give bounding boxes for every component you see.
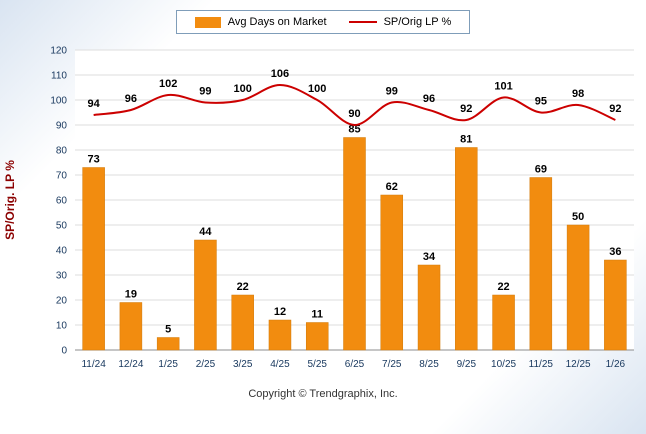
bar-value-label: 69 bbox=[535, 164, 547, 176]
line-value-label: 99 bbox=[199, 86, 211, 98]
line-value-label: 98 bbox=[572, 88, 584, 100]
y-tick-label: 60 bbox=[56, 196, 68, 207]
line-value-label: 102 bbox=[159, 78, 177, 90]
bar bbox=[268, 319, 292, 351]
line-value-label: 90 bbox=[348, 108, 360, 120]
x-tick-label: 8/25 bbox=[419, 359, 439, 370]
line-value-label: 100 bbox=[234, 83, 252, 95]
bar bbox=[156, 337, 180, 351]
bar bbox=[380, 194, 404, 351]
legend-bar-label: Avg Days on Market bbox=[227, 16, 327, 28]
legend-item-bar: Avg Days on Market bbox=[194, 16, 327, 28]
line-value-label: 94 bbox=[88, 98, 101, 110]
x-tick-label: 4/25 bbox=[270, 359, 290, 370]
bar bbox=[566, 224, 590, 351]
bar-value-label: 19 bbox=[125, 289, 137, 301]
x-tick-label: 2/25 bbox=[196, 359, 216, 370]
bar-value-label: 34 bbox=[423, 251, 436, 263]
y-tick-label: 80 bbox=[56, 146, 68, 157]
bar bbox=[455, 147, 478, 351]
line-value-label: 99 bbox=[386, 86, 398, 98]
bar bbox=[305, 322, 329, 351]
bar-value-label: 44 bbox=[199, 226, 212, 238]
x-tick-label: 10/25 bbox=[491, 359, 516, 370]
line-value-label: 106 bbox=[271, 68, 289, 80]
bar-value-label: 62 bbox=[386, 181, 398, 193]
bar bbox=[194, 239, 217, 351]
line-value-label: 92 bbox=[609, 103, 621, 115]
line-value-label: 92 bbox=[460, 103, 472, 115]
x-tick-label: 9/25 bbox=[457, 359, 477, 370]
bar-value-label: 12 bbox=[274, 306, 286, 318]
legend: Avg Days on Market SP/Orig LP % bbox=[0, 0, 646, 34]
x-tick-label: 1/25 bbox=[158, 359, 178, 370]
y-tick-label: 40 bbox=[56, 246, 68, 257]
y-tick-label: 0 bbox=[61, 346, 67, 357]
bar bbox=[343, 137, 366, 351]
line-swatch-icon bbox=[348, 21, 377, 23]
bar-swatch-icon bbox=[194, 16, 221, 28]
x-tick-label: 11/25 bbox=[529, 359, 554, 370]
y-tick-label: 20 bbox=[56, 296, 68, 307]
bar bbox=[119, 302, 143, 351]
x-tick-label: 12/24 bbox=[118, 359, 143, 370]
bar bbox=[529, 177, 553, 351]
y-tick-label: 110 bbox=[51, 71, 67, 82]
bar-value-label: 22 bbox=[237, 281, 249, 293]
bar bbox=[604, 259, 627, 351]
y-tick-label: 100 bbox=[50, 96, 67, 107]
chart: SP/Orig. LP % 0 10 20 30 40 50 60 70 80 90 100 110 1… bbox=[3, 46, 634, 370]
bar-value-label: 85 bbox=[348, 124, 360, 136]
line-value-label: 96 bbox=[423, 93, 435, 105]
y-axis-title: SP/Orig. LP % bbox=[3, 160, 17, 240]
line-value-label: 96 bbox=[125, 93, 137, 105]
y-tick-label: 120 bbox=[50, 46, 67, 57]
copyright-text: Copyright © Trendgraphix, Inc. bbox=[248, 388, 398, 400]
x-tick-label: 6/25 bbox=[345, 359, 365, 370]
bar bbox=[417, 264, 441, 351]
line-value-label: 100 bbox=[308, 83, 326, 95]
bar-value-label: 73 bbox=[88, 154, 100, 166]
bar bbox=[82, 167, 105, 351]
legend-item-line: SP/Orig LP % bbox=[348, 16, 452, 28]
bar-value-label: 50 bbox=[572, 211, 584, 223]
x-tick-label: 3/25 bbox=[233, 359, 253, 370]
x-tick-label: 11/24 bbox=[81, 359, 106, 370]
y-tick-label: 50 bbox=[56, 221, 68, 232]
bar-value-label: 81 bbox=[460, 134, 472, 146]
x-tick-label: 12/25 bbox=[566, 359, 591, 370]
bar bbox=[231, 294, 254, 351]
line-value-label: 101 bbox=[494, 81, 512, 93]
bar-value-label: 22 bbox=[497, 281, 509, 293]
y-tick-label: 70 bbox=[56, 171, 68, 182]
sp-orig-lp-line bbox=[93, 83, 616, 127]
y-tick-label: 30 bbox=[56, 271, 68, 282]
legend-line-label: SP/Orig LP % bbox=[383, 16, 452, 28]
bar bbox=[492, 294, 515, 351]
bar-value-label: 36 bbox=[609, 246, 621, 258]
x-tick-label: 5/25 bbox=[307, 359, 327, 370]
y-tick-label: 90 bbox=[56, 121, 68, 132]
x-tick-label: 7/25 bbox=[382, 359, 402, 370]
x-tick-label: 1/26 bbox=[606, 359, 626, 370]
bar-value-label: 5 bbox=[165, 324, 171, 336]
y-tick-label: 10 bbox=[56, 321, 68, 332]
bar-value-label: 11 bbox=[311, 309, 323, 321]
line-value-label: 95 bbox=[535, 96, 547, 108]
